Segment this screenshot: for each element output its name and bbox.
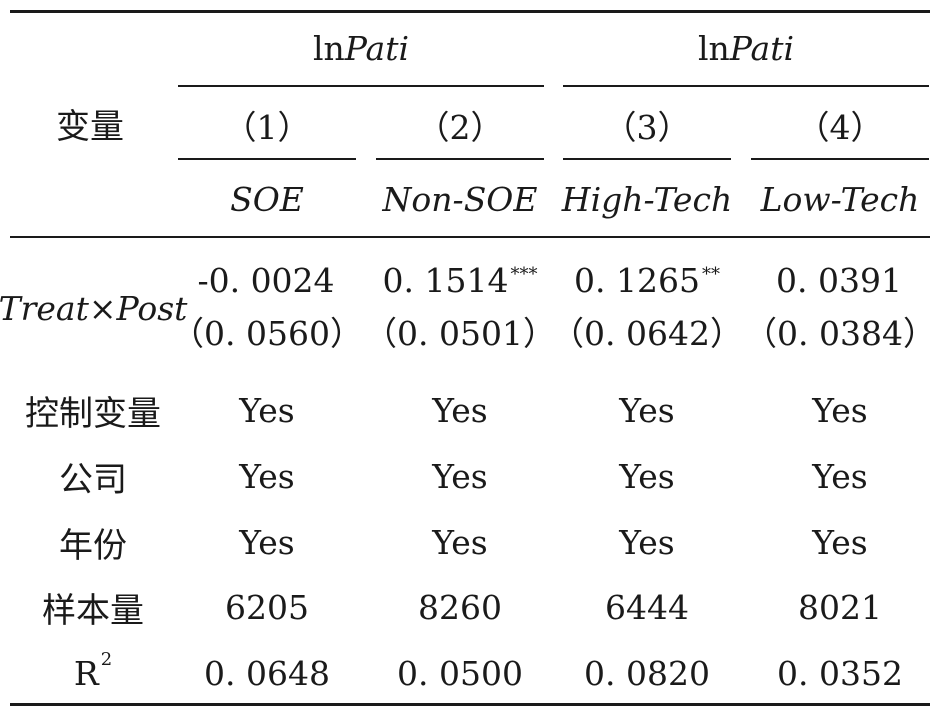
- table-cell: Yes: [619, 522, 675, 562]
- bottom-rule: [10, 703, 930, 706]
- top-rule: [10, 10, 930, 13]
- table-cell: 0. 0352: [777, 653, 903, 693]
- table-cell: Yes: [239, 390, 295, 430]
- standard-error: （0. 0384）: [744, 314, 936, 353]
- standard-error: （0. 0642）: [551, 314, 743, 353]
- group1-rule: [178, 85, 544, 87]
- variable-header: 变量: [56, 106, 124, 147]
- table-cell: 0. 0648: [204, 653, 330, 693]
- treat-post-cell-4: 0. 0391 （0. 0384）: [744, 255, 936, 361]
- coefficient: 0. 1514 ***: [382, 261, 538, 301]
- col2-rule: [376, 158, 544, 160]
- column-number-3: （3）: [603, 108, 691, 147]
- col4-rule: [751, 158, 929, 160]
- table-cell: Yes: [239, 456, 295, 496]
- treat-post-cell-3: 0. 1265 ** （0. 0642）: [551, 255, 743, 361]
- table-cell: 8260: [418, 587, 502, 627]
- table-cell: Yes: [432, 390, 488, 430]
- column-number-1: （1）: [223, 108, 311, 147]
- table-cell: Yes: [432, 456, 488, 496]
- table-cell: 0. 0500: [397, 653, 523, 693]
- column-number-2: （2）: [416, 108, 504, 147]
- table-cell: 0. 0820: [584, 653, 710, 693]
- table-cell: Yes: [619, 390, 675, 430]
- coefficient: 0. 1265 **: [574, 261, 720, 301]
- table-cell: Yes: [432, 522, 488, 562]
- table-cell: Yes: [239, 522, 295, 562]
- standard-error: （0. 0560）: [171, 314, 363, 353]
- treat-post-label: Treat×Post: [0, 288, 188, 328]
- table-cell: Yes: [812, 522, 868, 562]
- col1-rule: [178, 158, 356, 160]
- header-bottom-rule: [10, 236, 930, 238]
- table-cell: 6205: [225, 587, 309, 627]
- column-sample-4: Low-Tech: [760, 179, 920, 219]
- group1-dependent-variable: ln Pati: [312, 28, 410, 68]
- table-cell: 6444: [605, 587, 689, 627]
- column-sample-3: High-Tech: [561, 179, 733, 219]
- column-sample-1: SOE: [230, 179, 304, 219]
- table-cell: 8021: [798, 587, 882, 627]
- standard-error: （0. 0501）: [364, 314, 556, 353]
- row-label-sample-size: 样本量: [42, 590, 144, 631]
- table-cell: Yes: [619, 456, 675, 496]
- treat-post-cell-1: -0. 0024 （0. 0560）: [171, 255, 363, 361]
- table-cell: Yes: [812, 390, 868, 430]
- col3-rule: [563, 158, 731, 160]
- row-label-controls: 控制变量: [25, 393, 161, 434]
- row-label-firm: 公司: [59, 459, 127, 500]
- group2-dependent-variable: ln Pati: [697, 28, 795, 68]
- coefficient: 0. 0391: [776, 261, 902, 301]
- group2-rule: [563, 85, 929, 87]
- coefficient: -0. 0024: [197, 261, 335, 301]
- treat-post-cell-2: 0. 1514 *** （0. 0501）: [364, 255, 556, 361]
- table-cell: Yes: [812, 456, 868, 496]
- column-sample-2: Non-SOE: [382, 179, 538, 219]
- row-label-year: 年份: [59, 525, 127, 566]
- column-number-4: （4）: [796, 108, 884, 147]
